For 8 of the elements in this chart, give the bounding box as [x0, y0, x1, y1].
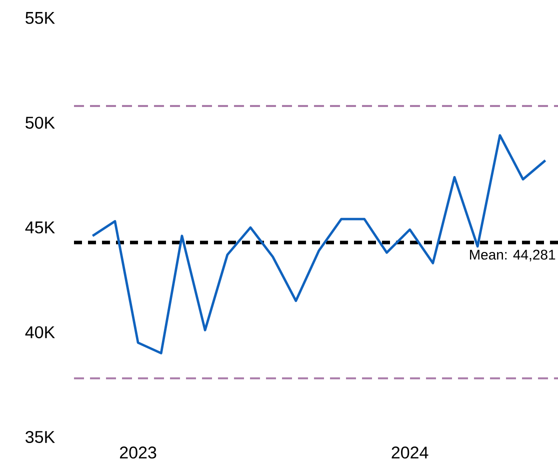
y-tick-label: 55K [26, 12, 55, 24]
ref-line-label: Mean: 44,281 [470, 250, 556, 262]
y-tick-label: 35K [26, 430, 55, 444]
x-tick-label: 2024 [392, 446, 428, 459]
y-tick-label: 40K [25, 326, 55, 338]
y-tick-label: 50K [26, 116, 55, 129]
x-tick-label: 2023 [120, 446, 156, 459]
y-tick-label: 45K [25, 222, 55, 234]
